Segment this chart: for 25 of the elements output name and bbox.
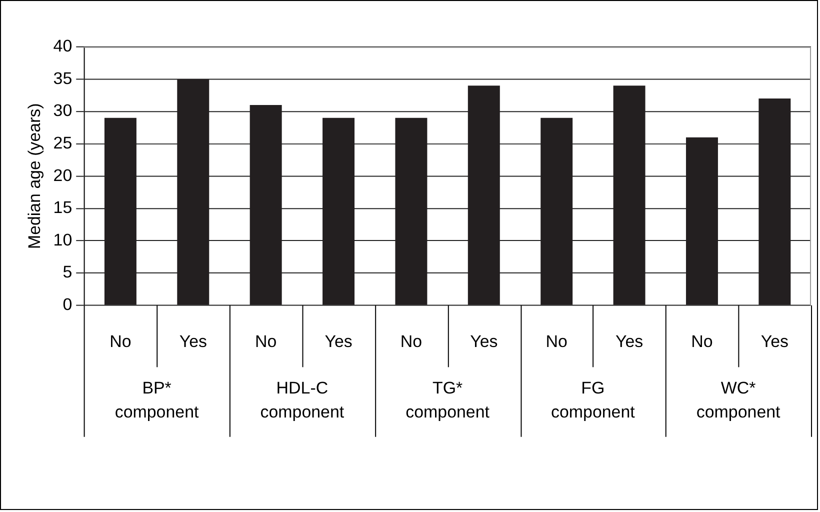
y-tick-label: 0 bbox=[62, 295, 72, 314]
y-tick-label: 40 bbox=[53, 36, 72, 56]
text: BP* component bbox=[114, 378, 200, 422]
text: TG* component bbox=[406, 378, 490, 422]
x-tick-label: No bbox=[110, 332, 132, 352]
x-tick-label: No bbox=[254, 332, 277, 352]
y-tick-label: 15 bbox=[53, 198, 72, 218]
y-tick-label: 25 bbox=[53, 133, 72, 152]
x-tick-label: Yes bbox=[760, 332, 788, 352]
x-tick-label: Yes bbox=[615, 332, 644, 352]
x-tick-label: Yes bbox=[324, 332, 352, 352]
x-tick-label: Yes bbox=[470, 332, 498, 352]
y-tick-label: 30 bbox=[53, 101, 72, 120]
y-tick-label: 10 bbox=[53, 230, 72, 250]
text: WC* component bbox=[696, 378, 781, 422]
y-tick-label: 5 bbox=[62, 262, 72, 282]
x-tick-label: No bbox=[691, 332, 713, 352]
y-tick-label: 35 bbox=[53, 68, 72, 88]
text: FG component bbox=[551, 378, 636, 422]
text: HDL-C component bbox=[260, 378, 344, 422]
x-tick-label: No bbox=[546, 332, 568, 352]
x-tick-label: Yes bbox=[179, 332, 207, 352]
y-tick-label: 20 bbox=[53, 166, 72, 185]
y-axis-title: Median age (years) bbox=[24, 103, 44, 250]
x-tick-label: No bbox=[400, 332, 422, 352]
